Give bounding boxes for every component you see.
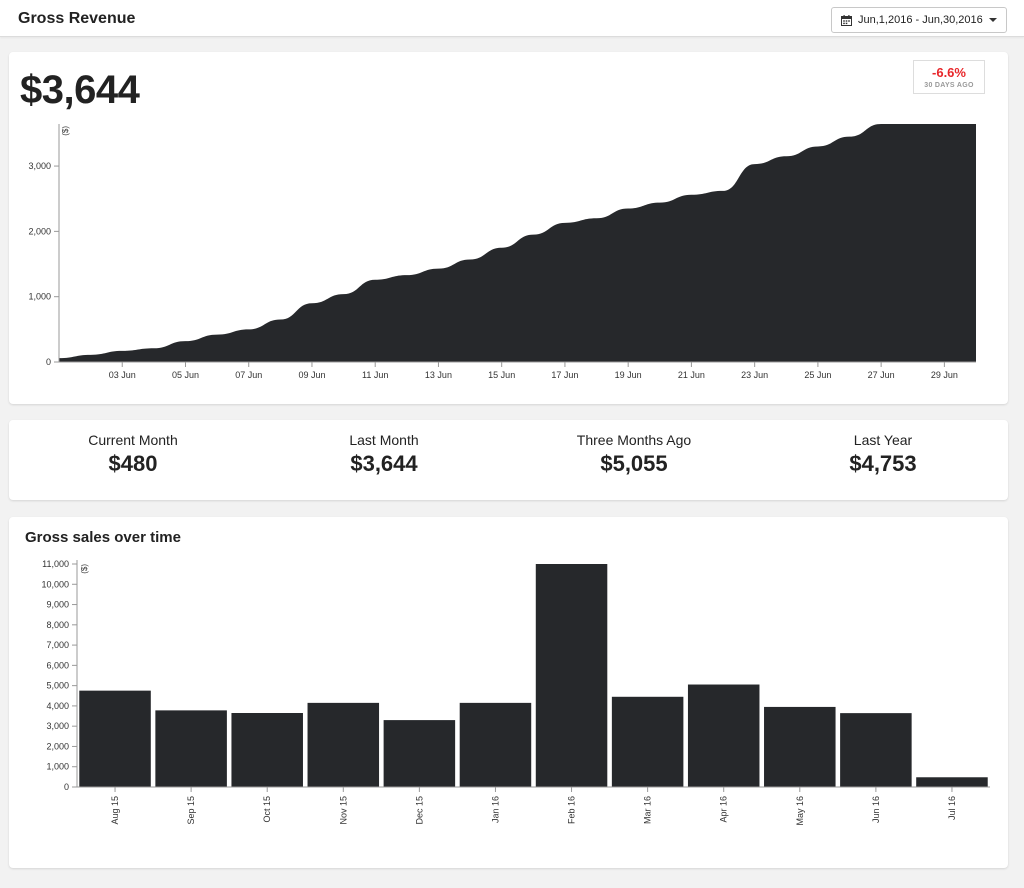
- top-bar: Gross Revenue Jun,1,2016 - Jun,30,2016: [0, 0, 1024, 37]
- x-tick-label: Aug 15: [110, 796, 120, 825]
- x-tick-label: 19 Jun: [615, 370, 642, 380]
- date-range-label: Jun,1,2016 - Jun,30,2016: [858, 14, 983, 26]
- stat-value: $480: [108, 451, 158, 476]
- y-tick-label: 0: [64, 782, 69, 792]
- stat-label: Last Year: [853, 432, 913, 448]
- calendar-icon: [841, 14, 852, 26]
- y-tick-label: 5,000: [46, 681, 69, 691]
- x-tick-label: Apr 16: [719, 796, 729, 823]
- x-tick-label: Jun 16: [871, 796, 881, 823]
- x-tick-label: Oct 15: [262, 796, 272, 823]
- stat-value: $3,644: [350, 451, 418, 476]
- bar-aug-15: [79, 690, 151, 787]
- y-axis-label: ($): [61, 126, 70, 136]
- x-tick-label: 29 Jun: [931, 370, 958, 380]
- x-tick-label: Jul 16: [947, 796, 957, 820]
- x-tick-label: 03 Jun: [109, 370, 136, 380]
- stat-value: $4,753: [849, 451, 917, 476]
- stat-last-month: Last Month $3,644: [274, 432, 494, 477]
- y-tick-label: 6,000: [46, 660, 69, 670]
- sales-card-title: Gross sales over time: [25, 529, 181, 546]
- x-tick-label: 21 Jun: [678, 370, 705, 380]
- revenue-area-series: [59, 124, 976, 362]
- bar-feb-16: [535, 564, 608, 787]
- y-tick-label: 10,000: [41, 579, 69, 589]
- bar-apr-16: [687, 684, 760, 787]
- y-tick-label: 1,000: [28, 292, 51, 302]
- y-tick-label: 8,000: [46, 620, 69, 630]
- x-tick-label: 23 Jun: [741, 370, 768, 380]
- date-range-picker[interactable]: Jun,1,2016 - Jun,30,2016: [831, 7, 1007, 33]
- x-tick-label: Mar 16: [643, 796, 653, 824]
- x-tick-label: Sep 15: [186, 796, 196, 825]
- x-tick-label: 25 Jun: [804, 370, 831, 380]
- stats-card: Current Month $480 Last Month $3,644 Thr…: [9, 420, 1008, 500]
- x-tick-label: 07 Jun: [235, 370, 262, 380]
- x-tick-label: Dec 15: [414, 796, 424, 825]
- y-tick-label: 3,000: [28, 161, 51, 171]
- gross-sales-bar-chart: 0 1,000 2,000 3,000 4,000 5,000 6,000 7,000 8,00…: [41, 559, 990, 826]
- y-tick-label: 9,000: [46, 600, 69, 610]
- x-tick-label: Feb 16: [567, 796, 577, 824]
- stat-three-months-ago: Three Months Ago $5,055: [524, 432, 744, 477]
- stat-last-year: Last Year $4,753: [773, 432, 993, 477]
- y-tick-label: 0: [46, 357, 51, 367]
- revenue-area-chart: 0 1,000 2,000 3,000 03 Jun 05 Jun 07 Jun 09 Jun…: [28, 124, 976, 380]
- y-tick-label: 2,000: [46, 741, 69, 751]
- stat-label: Last Month: [349, 432, 419, 448]
- revenue-total: $3,644: [20, 68, 140, 112]
- stat-label: Current Month: [88, 432, 178, 448]
- bar-jan-16: [459, 702, 532, 787]
- stat-current-month: Current Month $480: [23, 432, 243, 477]
- bar-dec-15: [383, 720, 456, 787]
- y-tick-label: 7,000: [46, 640, 69, 650]
- change-value: -6.6%: [932, 65, 966, 80]
- bar-mar-16: [611, 696, 684, 787]
- change-label: 30 DAYS AGO: [924, 82, 974, 89]
- y-tick-label: 4,000: [46, 701, 69, 711]
- x-tick-label: 17 Jun: [551, 370, 578, 380]
- y-tick-label: 3,000: [46, 721, 69, 731]
- x-tick-label: 11 Jun: [362, 370, 388, 380]
- x-tick-label: 15 Jun: [488, 370, 515, 380]
- y-axis-label: ($): [80, 564, 89, 574]
- x-tick-label: 13 Jun: [425, 370, 452, 380]
- bar-jul-16: [916, 777, 988, 787]
- x-tick-label: May 16: [795, 796, 805, 826]
- y-tick-label: 11,000: [42, 559, 69, 569]
- bar-may-16: [764, 706, 836, 787]
- revenue-card: $3,644 -6.6% 30 DAYS AGO 0 1,000 2,000 3,00…: [9, 52, 1008, 404]
- stat-label: Three Months Ago: [576, 432, 692, 448]
- x-tick-label: Nov 15: [338, 796, 348, 825]
- bar-nov-15: [307, 702, 380, 787]
- bar-oct-15: [231, 713, 303, 787]
- y-tick-label: 1,000: [46, 762, 69, 772]
- x-tick-label: 05 Jun: [172, 370, 199, 380]
- bar-jun-16: [840, 713, 912, 787]
- x-tick-label: 09 Jun: [298, 370, 325, 380]
- gross-sales-card: Gross sales over time 0 1,000 2,000 3,000 4,…: [9, 517, 1008, 868]
- x-tick-label: Jan 16: [490, 796, 500, 823]
- x-tick-label: 27 Jun: [868, 370, 895, 380]
- stat-value: $5,055: [600, 451, 668, 476]
- page-title: Gross Revenue: [18, 10, 136, 27]
- y-tick-label: 2,000: [28, 226, 51, 236]
- bar-sep-15: [155, 710, 227, 787]
- caret-down-icon: [988, 18, 997, 22]
- change-badge: -6.6% 30 DAYS AGO: [913, 60, 985, 94]
